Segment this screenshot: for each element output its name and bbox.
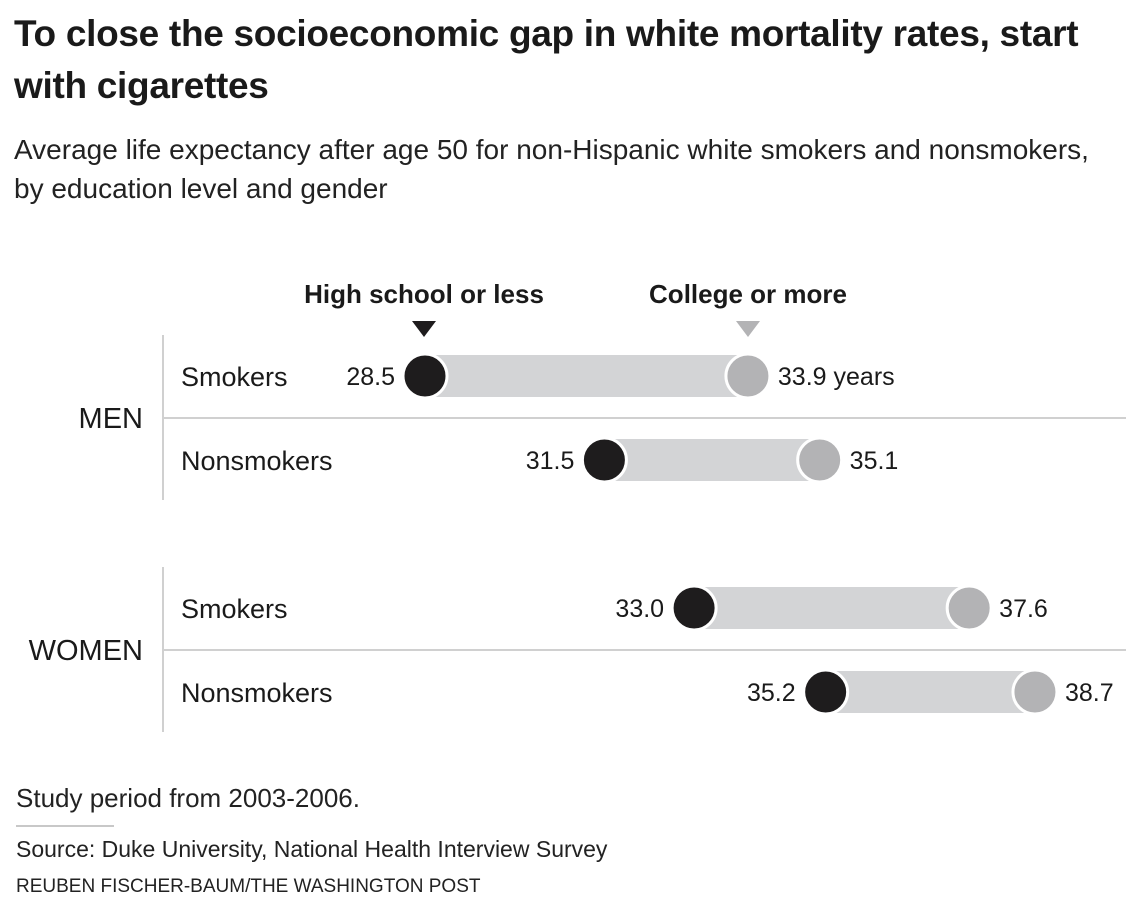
dot-high-school (580, 436, 628, 484)
dumbbell-row: Nonsmokers 31.5 35.1 (181, 436, 899, 484)
range-bar (604, 439, 820, 481)
value-label-college: 37.6 (999, 595, 1048, 623)
dot-high-school (670, 584, 718, 632)
group-men: MEN Smokers 28.5 33.9 years Nonsmokers 31.5 35… (79, 335, 1126, 500)
legend-label-high-school: High school or less (304, 279, 544, 309)
value-label-high-school: 28.5 (346, 363, 395, 391)
dot-college (1011, 668, 1059, 716)
dumbbell-row: Nonsmokers 35.2 38.7 (181, 668, 1114, 716)
dumbbell-row: Smokers 28.5 33.9 years (181, 352, 895, 400)
value-label-high-school: 35.2 (747, 679, 796, 707)
row-label: Smokers (181, 594, 288, 624)
range-bar (425, 355, 748, 397)
legend: High school or less College or more (304, 279, 847, 337)
range-bar (694, 587, 970, 629)
legend-label-college: College or more (649, 279, 847, 309)
legend-marker-college-triangle (736, 321, 760, 337)
row-label: Nonsmokers (181, 678, 333, 708)
dot-high-school (802, 668, 850, 716)
row-label: Smokers (181, 362, 288, 392)
value-label-high-school: 31.5 (526, 447, 575, 475)
dumbbell-row: Smokers 33.0 37.6 (181, 584, 1048, 632)
legend-marker-high-school-triangle (412, 321, 436, 337)
dot-college (945, 584, 993, 632)
group-women: WOMEN Smokers 33.0 37.6 Nonsmokers 35.2 38.7 (29, 567, 1126, 732)
range-bar (825, 671, 1035, 713)
credit-line: REUBEN FISCHER-BAUM/THE WASHINGTON POST (16, 876, 481, 897)
group-label: WOMEN (29, 635, 143, 667)
dot-college (796, 436, 844, 484)
group-label: MEN (79, 403, 143, 435)
value-label-college: 35.1 (850, 447, 899, 475)
footer-divider (16, 825, 114, 827)
source-line: Source: Duke University, National Health… (16, 836, 608, 862)
dot-high-school (401, 352, 449, 400)
chart-groups: MEN Smokers 28.5 33.9 years Nonsmokers 31.5 35… (29, 335, 1126, 732)
chart-title: To close the socioeconomic gap in white … (14, 13, 1079, 106)
value-label-high-school: 33.0 (615, 595, 664, 623)
value-label-college: 38.7 (1065, 679, 1114, 707)
footnote: Study period from 2003-2006. (16, 783, 360, 813)
dot-college (724, 352, 772, 400)
row-label: Nonsmokers (181, 446, 333, 476)
value-label-college: 33.9 years (778, 363, 895, 391)
chart-subtitle: Average life expectancy after age 50 for… (14, 134, 1089, 204)
